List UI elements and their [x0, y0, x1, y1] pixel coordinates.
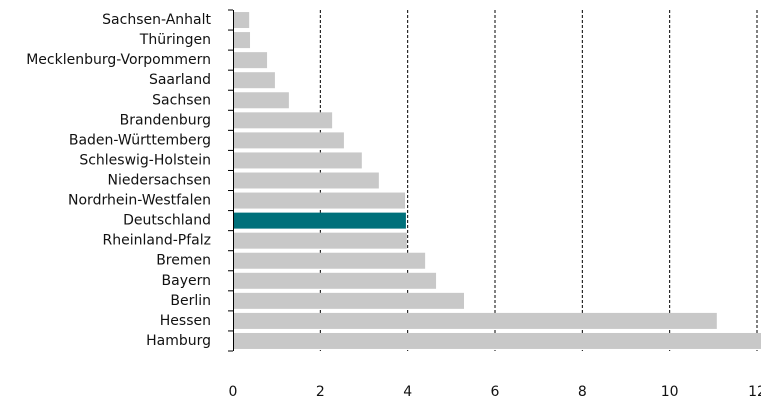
bar: [233, 92, 289, 109]
y-tick-label: Brandenburg: [120, 112, 211, 128]
x-tick-label: 6: [491, 384, 500, 400]
y-tick-label: Berlin: [170, 293, 211, 309]
bar: [233, 232, 407, 249]
bar: [233, 292, 464, 309]
bar: [233, 332, 761, 349]
bar: [233, 272, 437, 289]
y-tick-label: Niedersachsen: [108, 173, 211, 189]
y-tick-label: Nordrhein-Westfalen: [68, 193, 211, 209]
x-tick-label: 12: [748, 384, 761, 400]
y-tick-label: Baden-Württemberg: [69, 132, 211, 148]
bar: [233, 312, 717, 329]
x-tick-label: 10: [661, 384, 679, 400]
y-tick-label: Rheinland-Pfalz: [103, 233, 211, 249]
bar: [233, 132, 344, 149]
y-tick-label: Thüringen: [139, 32, 211, 48]
y-tick-label: Bremen: [156, 253, 211, 269]
y-tick-label: Bayern: [162, 273, 211, 289]
y-tick-label: Sachsen-Anhalt: [102, 12, 211, 28]
bar: [233, 152, 362, 169]
y-tick-label: Hessen: [160, 313, 211, 329]
bar: [233, 212, 406, 229]
bar: [233, 72, 275, 89]
x-tick-label: 8: [578, 384, 587, 400]
bar: [233, 192, 406, 209]
x-tick-label: 0: [229, 384, 238, 400]
x-tick-label: 4: [403, 384, 412, 400]
y-tick-label: Mecklenburg-Vorpommern: [26, 52, 211, 68]
bar: [233, 172, 379, 189]
bar: [233, 252, 426, 269]
y-tick-label: Deutschland: [123, 213, 211, 229]
y-tick-label: Saarland: [149, 72, 211, 88]
bar: [233, 52, 268, 69]
y-tick-label: Schleswig-Holstein: [79, 152, 211, 168]
bar: [233, 12, 250, 29]
bar: [233, 32, 251, 49]
y-tick-label: Hamburg: [146, 333, 211, 349]
x-tick-label: 2: [316, 384, 325, 400]
y-tick-label: Sachsen: [152, 92, 211, 108]
bar: [233, 112, 333, 129]
